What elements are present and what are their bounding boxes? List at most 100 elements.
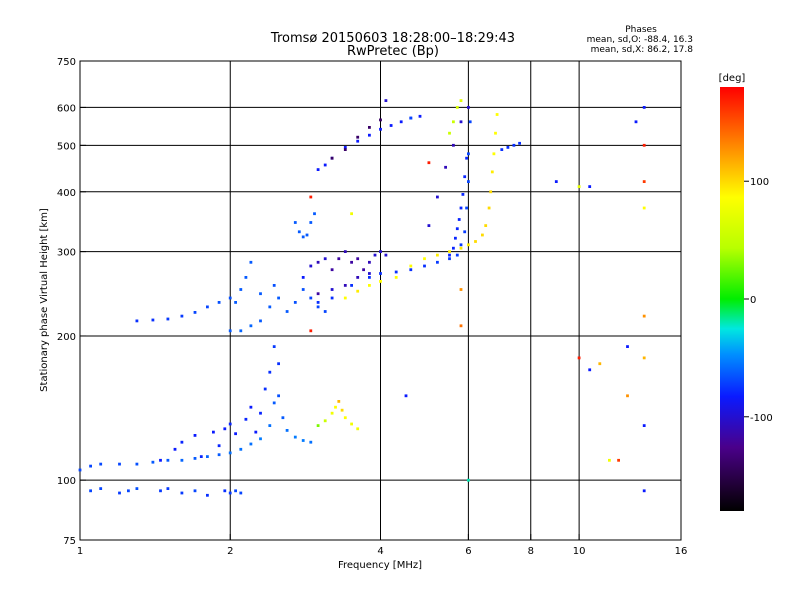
data-point — [228, 329, 232, 333]
data-point — [285, 429, 289, 432]
data-point — [423, 257, 426, 261]
data-point — [362, 268, 365, 272]
data-point — [436, 195, 439, 199]
colorbar-tick-label: -100 — [750, 413, 773, 424]
data-point — [151, 460, 155, 464]
data-point — [461, 193, 465, 196]
data-point — [180, 314, 184, 318]
data-point — [467, 106, 470, 109]
data-point — [330, 411, 334, 415]
data-point — [463, 175, 467, 179]
y-tick-label: 100 — [57, 476, 76, 487]
data-point — [356, 257, 360, 261]
data-point — [350, 212, 353, 216]
data-point — [481, 233, 484, 237]
data-point — [301, 288, 305, 291]
y-tick-label: 600 — [57, 103, 76, 114]
data-point — [484, 224, 488, 227]
data-point — [297, 230, 301, 234]
data-point — [379, 127, 382, 131]
data-point — [409, 264, 413, 268]
data-point — [166, 487, 170, 490]
data-point — [234, 489, 237, 493]
data-point — [223, 427, 227, 431]
data-point — [459, 243, 463, 247]
data-point — [135, 319, 139, 323]
data-point — [228, 296, 232, 300]
data-point — [217, 301, 221, 304]
data-point — [384, 253, 388, 257]
y-axis-label: Stationary phase Virtual Height [km] — [39, 208, 50, 392]
data-point — [340, 408, 344, 412]
data-point — [379, 118, 382, 122]
data-point — [135, 462, 139, 466]
data-point — [642, 356, 646, 360]
data-point — [490, 170, 494, 174]
colorbar-ticks: 100 0 -100 — [744, 177, 773, 424]
data-point — [217, 453, 221, 457]
data-point — [495, 113, 499, 116]
data-point — [135, 487, 139, 490]
data-point — [316, 301, 320, 304]
colorbar-tick-label: 0 — [750, 295, 756, 306]
data-point — [249, 442, 253, 446]
data-point — [368, 284, 371, 287]
data-point — [259, 411, 262, 415]
data-point — [228, 451, 232, 455]
colorbar-label: [deg] — [719, 73, 746, 84]
data-point — [588, 368, 592, 372]
data-point — [301, 439, 305, 442]
y-tick-label: 400 — [57, 188, 76, 199]
data-point — [99, 487, 103, 490]
data-point — [459, 206, 463, 210]
data-point — [212, 430, 215, 434]
data-point — [343, 416, 347, 420]
data-point — [193, 489, 197, 493]
data-point — [379, 272, 382, 275]
data-point — [316, 168, 320, 171]
data-point — [316, 305, 320, 309]
data-point — [608, 458, 611, 462]
data-point — [206, 455, 209, 458]
data-point — [323, 257, 327, 261]
data-point — [452, 120, 455, 124]
y-tick-label: 75 — [63, 536, 76, 547]
data-point — [465, 156, 468, 160]
data-point — [259, 437, 262, 441]
data-point — [337, 257, 341, 261]
axis-ticks: 1 2 4 6 8 10 16 75 100 200 300 400 500 600 750 — [57, 57, 687, 557]
data-point — [467, 152, 470, 156]
data-points — [78, 99, 646, 497]
data-point — [489, 190, 493, 194]
data-point — [244, 276, 248, 279]
data-point — [180, 491, 184, 495]
data-point — [379, 280, 382, 283]
data-point — [409, 268, 413, 272]
data-point — [418, 114, 422, 118]
data-point — [512, 143, 516, 147]
data-point — [467, 180, 470, 183]
data-point — [577, 185, 581, 188]
data-point — [309, 329, 313, 333]
data-point — [384, 99, 388, 102]
data-point — [459, 99, 463, 102]
data-point — [301, 235, 305, 239]
phase-colorbar: [deg] 100 0 -100 — [719, 73, 773, 511]
chart-title-line-1: Tromsø 20150603 18:28:00–18:29:43 — [270, 31, 515, 46]
data-point — [642, 424, 646, 427]
data-point — [166, 317, 170, 321]
data-point — [239, 447, 243, 451]
data-point — [234, 432, 237, 436]
data-point — [78, 468, 82, 472]
data-point — [239, 491, 243, 495]
data-point — [89, 489, 92, 493]
data-point — [337, 400, 341, 403]
data-point — [459, 246, 463, 250]
plot-area: 1 2 4 6 8 10 16 75 100 200 300 400 500 600 750 — [57, 57, 687, 557]
data-point — [642, 143, 646, 147]
data-point — [206, 493, 209, 497]
data-point — [309, 264, 313, 268]
data-point — [89, 464, 92, 468]
data-point — [642, 489, 646, 493]
